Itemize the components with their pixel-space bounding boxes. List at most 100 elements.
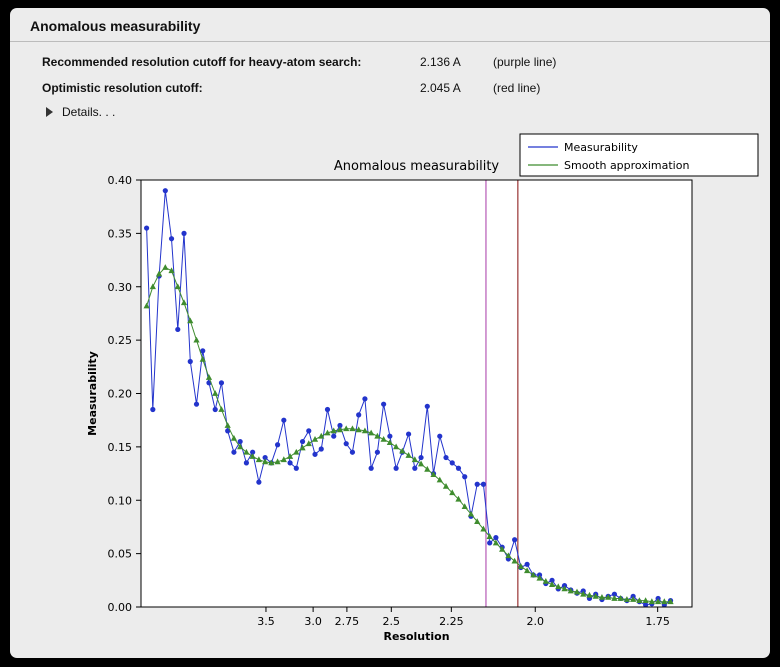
anomalous-measurability-panel: Anomalous measurability Recommended reso… (10, 8, 770, 658)
data-point (287, 460, 293, 466)
data-point (380, 436, 387, 442)
y-tick-label: 0.10 (108, 494, 133, 507)
data-point (586, 591, 593, 598)
data-point (449, 489, 456, 496)
data-point (143, 302, 150, 309)
data-point (331, 433, 337, 439)
data-point (561, 585, 568, 592)
x-tick-label: 2.25 (439, 615, 464, 628)
data-point (549, 577, 555, 583)
data-point (200, 348, 206, 354)
data-point (387, 433, 393, 439)
data-point (250, 449, 256, 455)
legend-entry-label: Smooth approximation (564, 159, 689, 172)
data-point (455, 465, 462, 471)
data-point (480, 481, 487, 487)
data-point (305, 440, 312, 447)
data-point (474, 481, 480, 487)
data-point (143, 225, 150, 231)
info-row-optimistic: Optimistic resolution cutoff: 2.045 A (r… (10, 77, 770, 103)
data-point (611, 595, 618, 601)
data-point (573, 588, 581, 595)
header-divider (10, 41, 770, 42)
y-tick-label: 0.40 (108, 174, 133, 187)
data-point (530, 571, 537, 578)
data-point (487, 540, 493, 546)
details-label[interactable]: Details. . . (62, 105, 116, 119)
data-point (605, 593, 612, 600)
data-point (598, 593, 606, 600)
y-tick-label: 0.15 (108, 441, 133, 454)
data-point (180, 299, 188, 306)
data-point (648, 598, 655, 605)
data-point (162, 264, 169, 270)
data-point (237, 438, 243, 445)
data-point (462, 474, 468, 480)
data-point (424, 465, 431, 472)
data-point (374, 432, 381, 439)
y-tick-label: 0.20 (108, 388, 133, 401)
data-point (243, 460, 250, 466)
data-point (417, 460, 425, 467)
data-point (511, 557, 518, 564)
x-tick-label: 2.0 (527, 615, 545, 628)
x-tick-label: 2.75 (335, 615, 360, 628)
data-point (430, 471, 437, 478)
recommended-cutoff-value: 2.136 A (420, 55, 461, 69)
data-point (505, 552, 512, 559)
data-point (443, 454, 449, 461)
info-row-recommended: Recommended resolution cutoff for heavy-… (10, 51, 770, 77)
data-point (149, 283, 156, 290)
data-point (567, 587, 574, 594)
data-point (368, 465, 374, 471)
data-point (199, 355, 206, 362)
data-point (642, 597, 649, 603)
data-point (262, 458, 269, 465)
data-point (237, 443, 244, 450)
y-tick-label: 0.30 (108, 281, 133, 294)
data-point (461, 503, 468, 510)
data-point (486, 533, 493, 539)
data-point (455, 495, 462, 502)
data-point (268, 459, 275, 466)
details-disclosure[interactable]: Details. . . (46, 105, 115, 119)
data-point (324, 406, 331, 413)
panel-title: Anomalous measurability (30, 18, 201, 34)
data-point (218, 406, 225, 412)
data-point (374, 449, 380, 455)
data-point (667, 598, 674, 605)
data-point (356, 412, 362, 418)
data-point (330, 427, 337, 434)
smooth-approximation-markers (143, 264, 674, 605)
data-point (349, 425, 356, 432)
y-tick-label: 0.35 (108, 227, 133, 240)
data-point (243, 448, 250, 455)
legend-entry-label: Measurability (564, 141, 638, 154)
data-point (324, 429, 331, 436)
data-point (436, 476, 443, 483)
data-point (231, 449, 237, 455)
data-point (168, 267, 175, 274)
data-point (175, 326, 181, 333)
data-point (162, 188, 168, 194)
recommended-cutoff-label: Recommended resolution cutoff for heavy-… (42, 55, 362, 69)
data-point (212, 390, 219, 396)
data-point (630, 596, 637, 602)
data-point (386, 439, 393, 446)
data-point (381, 401, 387, 407)
data-point (336, 426, 344, 433)
data-point (393, 443, 400, 450)
data-point (299, 444, 306, 451)
data-point (592, 592, 599, 599)
data-point (212, 406, 218, 413)
data-point (286, 453, 294, 459)
data-point (412, 465, 418, 471)
data-point (480, 525, 487, 532)
data-point (318, 432, 325, 439)
chart-legend: Measurability Smooth approximation (519, 133, 759, 177)
disclosure-triangle-icon[interactable] (46, 107, 53, 117)
data-point (256, 479, 262, 485)
data-point (318, 446, 324, 452)
data-point (168, 236, 175, 242)
data-point (181, 230, 187, 236)
